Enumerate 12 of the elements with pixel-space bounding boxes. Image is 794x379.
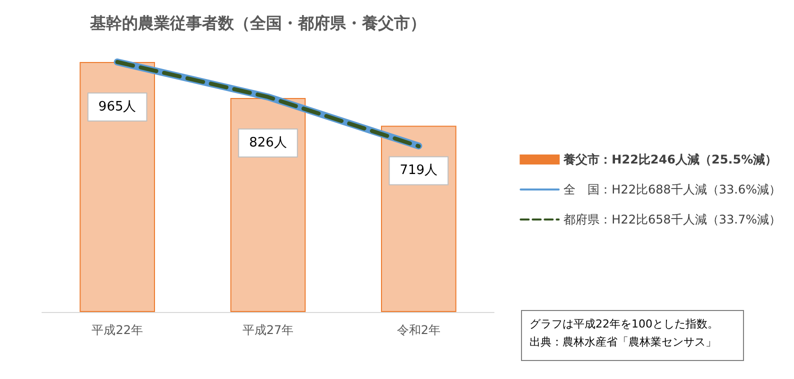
source-note: 出典：農林水産省「農林業センサス」 (530, 336, 716, 348)
legend-label: 養父市：H22比246人減（25.5%減） (562, 152, 778, 166)
legend-label: 都府県：H22比658千人減（33.7%減） (564, 212, 782, 226)
data-label: 719人 (400, 163, 438, 178)
x-tick-label: 平成22年 (92, 323, 143, 337)
x-tick-label: 令和2年 (396, 323, 440, 337)
text: グラフは平成22年を100とした指数。 (530, 318, 718, 330)
chart-title: 基幹的農業従事者数（全国・都府県・養父市） (89, 14, 426, 32)
data-label: 965人 (98, 100, 136, 114)
legend-label: 全 国：H22比688千人減（33.6%減） (564, 182, 782, 196)
x-tick-label: 平成27年 (242, 323, 294, 337)
data-label: 826人 (249, 136, 287, 151)
